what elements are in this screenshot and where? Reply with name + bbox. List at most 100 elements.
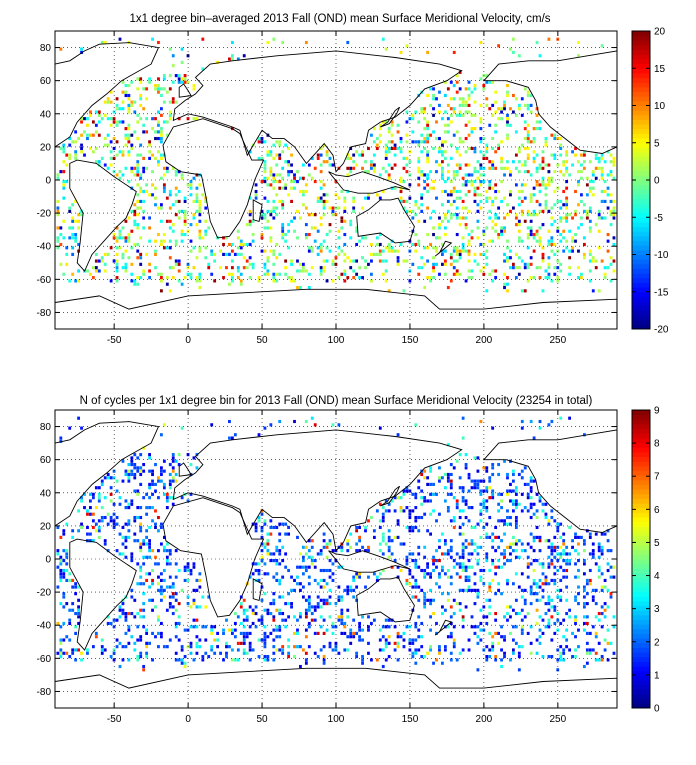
bin-cell (192, 618, 196, 622)
bin-cell (201, 193, 205, 197)
bin-cell (514, 611, 518, 616)
colorbar-segment (632, 119, 650, 125)
bin-cell (532, 578, 536, 583)
bin-cell (378, 127, 382, 131)
bin-cell (500, 229, 503, 233)
bin-cell (210, 648, 214, 652)
bin-cell (124, 555, 128, 559)
bin-cell (331, 625, 335, 629)
bin-cell (195, 645, 199, 649)
bin-cell (588, 209, 592, 213)
bin-cell (94, 635, 98, 639)
bin-cell (452, 107, 456, 111)
bin-cell (568, 552, 572, 556)
bin-cell (349, 631, 353, 635)
bin-cell (364, 585, 367, 589)
bin-cell (568, 648, 572, 652)
bin-cell (476, 262, 480, 266)
bin-cell (186, 578, 190, 583)
bin-cell (514, 213, 518, 217)
bin-cell (432, 482, 435, 486)
bin-cell (482, 648, 486, 652)
colorbar-tick-label: 9 (654, 406, 660, 417)
bin-cell (529, 140, 533, 144)
bin-cell (375, 252, 379, 256)
bin-cell (136, 160, 140, 164)
bin-cell (331, 163, 335, 167)
bin-cell (278, 625, 282, 629)
bin-cell (503, 216, 506, 220)
bin-cell (476, 482, 480, 486)
bin-cell (559, 262, 563, 266)
bin-cell (511, 469, 515, 473)
bin-cell (432, 186, 435, 190)
bin-cell (263, 262, 267, 266)
bin-cell (112, 525, 116, 530)
bin-cell (488, 239, 492, 243)
bin-cell (464, 163, 468, 167)
bin-cell (260, 559, 264, 563)
bin-cell (183, 232, 187, 237)
bin-cell (168, 289, 172, 293)
bin-cell (378, 426, 382, 430)
bin-cell (506, 522, 509, 526)
bin-cell (275, 173, 279, 177)
bin-cell (346, 173, 350, 177)
bin-cell (100, 638, 104, 642)
bin-cell (393, 143, 397, 147)
bin-cell (168, 595, 172, 599)
bin-cell (612, 575, 616, 579)
bin-cell (494, 150, 498, 154)
bin-cell (316, 153, 320, 157)
bin-cell (511, 266, 515, 270)
bin-cell (485, 555, 489, 559)
bin-cell (532, 539, 536, 543)
bin-cell (275, 193, 279, 197)
bin-cell (275, 559, 279, 563)
bin-cell (538, 539, 542, 543)
bin-cell (304, 189, 308, 194)
bin-cell (591, 625, 595, 629)
bin-cell (591, 170, 595, 174)
coastline (69, 538, 137, 651)
bin-cell (523, 615, 527, 619)
bin-cell (186, 565, 190, 569)
bin-cell (588, 269, 592, 273)
bin-cell (473, 549, 477, 553)
bin-cell (245, 223, 249, 227)
bin-cell (65, 153, 69, 157)
bin-cell (511, 489, 515, 493)
bin-cell (316, 252, 320, 256)
bin-cell (139, 615, 143, 619)
colorbar-segment (632, 133, 650, 139)
bin-cell (59, 559, 63, 563)
bin-cell (526, 103, 530, 107)
bin-cell (77, 615, 80, 619)
bin-cell (236, 57, 240, 61)
bin-cell (290, 180, 293, 184)
bin-cell (189, 276, 193, 280)
colorbar-segment (632, 689, 650, 695)
bin-cell (319, 605, 323, 609)
colorbar-segment (632, 110, 650, 116)
bin-cell (506, 472, 509, 477)
bin-cell (71, 216, 75, 220)
bin-cell (591, 552, 595, 556)
bin-cell (452, 259, 456, 263)
bin-cell (94, 130, 98, 134)
bin-cell (275, 206, 279, 210)
bin-cell (293, 180, 296, 184)
bin-cell (609, 153, 613, 157)
bin-cell (420, 140, 424, 144)
bin-cell (352, 269, 356, 273)
bin-cell (257, 140, 261, 144)
bin-cell (378, 648, 382, 652)
bin-cell (435, 249, 438, 253)
bin-cell (535, 515, 539, 520)
bin-cell (600, 611, 604, 616)
bin-cell (304, 628, 308, 632)
bin-cell (476, 226, 480, 230)
bin-cell (455, 249, 459, 253)
bin-cell (124, 645, 128, 649)
bin-cell (538, 598, 542, 602)
